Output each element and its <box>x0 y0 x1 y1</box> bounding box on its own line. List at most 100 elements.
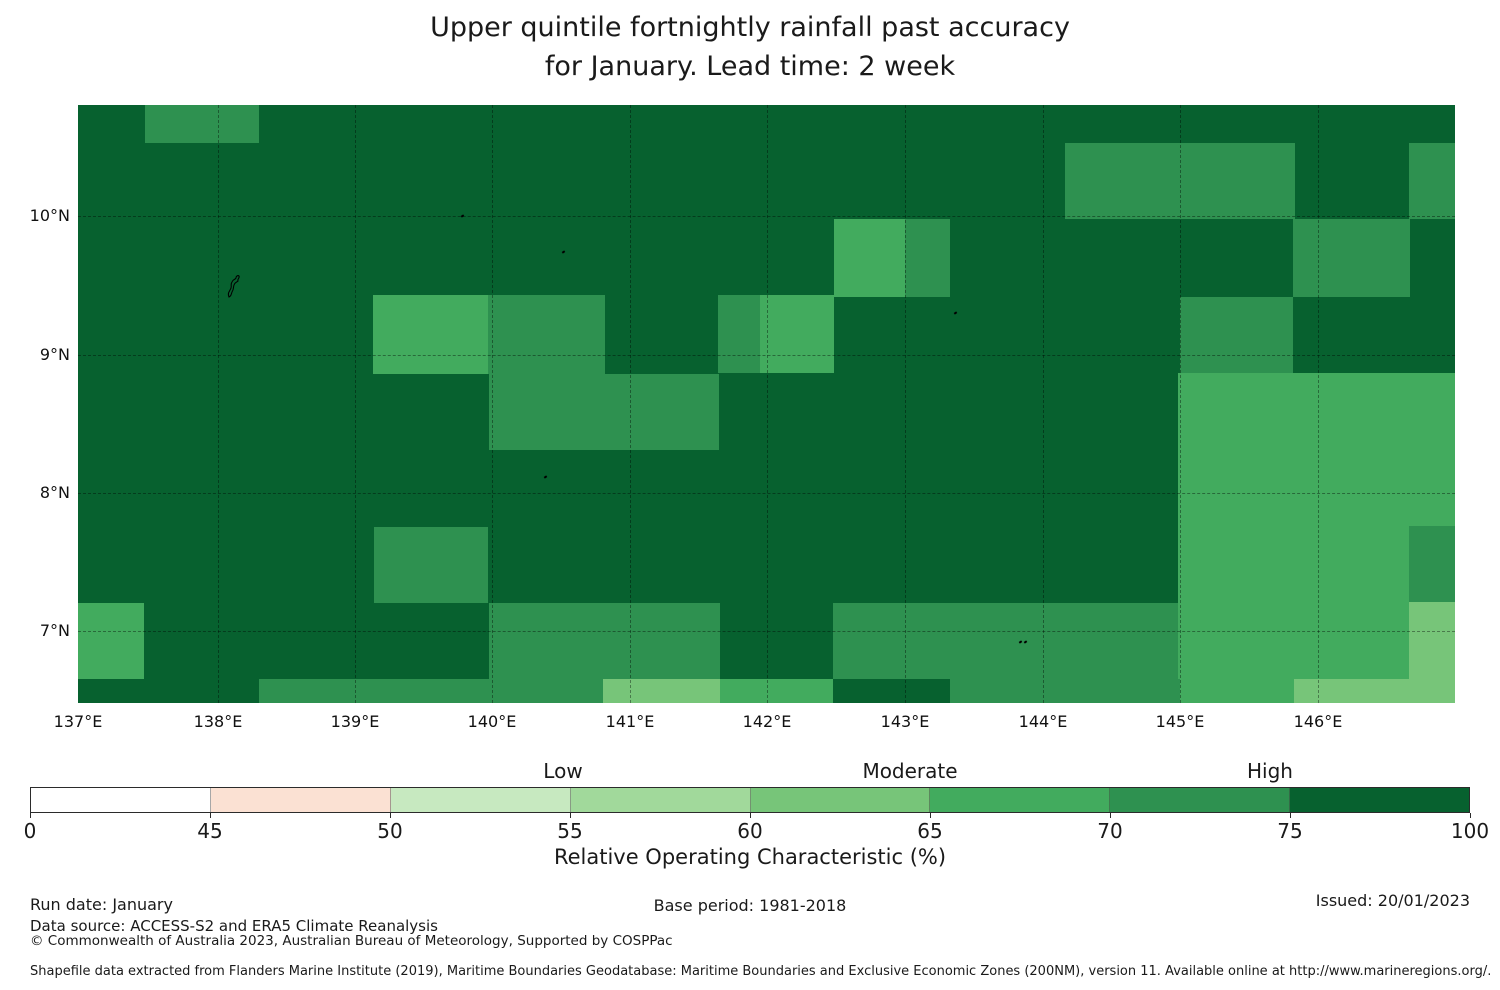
colorbar-tick-mark <box>1110 813 1111 818</box>
footer-run-date: Run date: January <box>30 895 173 914</box>
colorbar-tick-mark <box>750 813 751 818</box>
roc-cell-70-75 <box>1409 143 1455 219</box>
roc-cell-70-75 <box>718 295 760 373</box>
roc-cell-70-75 <box>374 527 488 603</box>
roc-cell-60-65 <box>1294 679 1455 703</box>
colorbar-category-low: Low <box>543 759 583 783</box>
y-tick-label: 8°N <box>39 483 70 502</box>
roc-cell-65-70 <box>1179 679 1294 703</box>
chart-title-line1: Upper quintile fortnightly rainfall past… <box>430 12 1070 43</box>
colorbar-segment-45-50 <box>210 788 391 812</box>
chart-title: Upper quintile fortnightly rainfall past… <box>0 8 1500 86</box>
colorbar-tick-label: 100 <box>1450 819 1490 843</box>
colorbar-tick-label: 45 <box>197 819 223 843</box>
map-canvas <box>78 105 1455 703</box>
roc-cell-60-65 <box>603 679 720 703</box>
colorbar-axis-label: Relative Operating Characteristic (%) <box>553 845 947 869</box>
colorbar-category-labels: Low Moderate High <box>0 759 1500 785</box>
roc-cell-70-75 <box>489 603 720 679</box>
colorbar-tick-mark <box>210 813 211 818</box>
roc-cell-70-75 <box>488 295 605 374</box>
y-tick-label: 9°N <box>39 345 70 364</box>
meridian-gridline <box>355 105 356 703</box>
colorbar-tick-label: 0 <box>23 819 37 843</box>
roc-cell-65-70 <box>720 679 833 703</box>
roc-cell-70-75 <box>489 374 719 450</box>
yap-island-outline <box>227 275 240 298</box>
colorbar <box>30 787 1470 813</box>
roc-cell-70-75 <box>259 679 603 703</box>
colorbar-segment-50-55 <box>390 788 571 812</box>
meridian-gridline <box>1318 105 1319 703</box>
footer-issued-date: Issued: 20/01/2023 <box>1315 891 1470 910</box>
roc-cell-65-70 <box>373 295 488 374</box>
roc-cell-65-70 <box>1178 602 1409 680</box>
footer-base-period: Base period: 1981-2018 <box>653 896 847 915</box>
roc-cell-65-70 <box>1178 373 1455 526</box>
roc-cell-70-75 <box>1292 219 1410 297</box>
meridian-gridline <box>767 105 768 703</box>
island-dot <box>953 311 958 315</box>
footer-shapefile-note: Shapefile data extracted from Flanders M… <box>30 964 1492 979</box>
colorbar-tick-label: 70 <box>1097 819 1123 843</box>
x-tick-label: 140°E <box>467 712 517 731</box>
colorbar-segment-70-75 <box>1110 788 1291 812</box>
roc-cell-70-75 <box>1409 526 1455 602</box>
roc-cell-70-75 <box>144 105 259 143</box>
meridian-gridline <box>1043 105 1044 703</box>
x-tick-label: 141°E <box>605 712 655 731</box>
colorbar-segment-55-60 <box>570 788 751 812</box>
chart-title-line2: for January. Lead time: 2 week <box>544 51 956 82</box>
island-dot <box>460 214 465 218</box>
parallel-gridline <box>78 216 1455 217</box>
roc-cell-70-75 <box>950 679 1180 703</box>
roc-cell-60-65 <box>1409 602 1455 680</box>
meridian-gridline <box>905 105 906 703</box>
colorbar-segment-0-45 <box>31 788 211 812</box>
roc-cell-65-70 <box>78 603 144 679</box>
parallel-gridline <box>78 493 1455 494</box>
footer-data-source: Data source: ACCESS-S2 and ERA5 Climate … <box>30 917 438 935</box>
parallel-gridline <box>78 631 1455 632</box>
y-tick-label: 10°N <box>29 206 70 225</box>
colorbar-tick-mark <box>1290 813 1291 818</box>
y-tick-label: 7°N <box>39 621 70 640</box>
colorbar-tick-label: 60 <box>737 819 763 843</box>
x-tick-label: 143°E <box>880 712 930 731</box>
roc-cell-65-70 <box>834 219 905 297</box>
colorbar-tick-mark <box>390 813 391 818</box>
x-tick-label: 142°E <box>742 712 792 731</box>
meridian-gridline <box>218 105 219 703</box>
colorbar-segment-75-100 <box>1290 788 1469 812</box>
roc-cell-70-75 <box>905 219 950 297</box>
colorbar-tick-label: 65 <box>917 819 943 843</box>
meridian-gridline <box>630 105 631 703</box>
x-tick-label: 146°E <box>1293 712 1343 731</box>
colorbar-tick-mark <box>570 813 571 818</box>
x-tick-label: 137°E <box>53 712 103 731</box>
roc-cell-70-75 <box>1179 297 1293 374</box>
parallel-gridline <box>78 355 1455 356</box>
meridian-gridline <box>1180 105 1181 703</box>
footer-copyright: © Commonwealth of Australia 2023, Austra… <box>30 933 673 949</box>
x-tick-label: 138°E <box>193 712 243 731</box>
roc-cell-65-70 <box>1178 526 1409 602</box>
colorbar-category-high: High <box>1247 759 1293 783</box>
colorbar-tick-mark <box>30 813 31 818</box>
colorbar-segment-60-65 <box>750 788 931 812</box>
colorbar-category-moderate: Moderate <box>862 759 958 783</box>
colorbar-tick-mark <box>930 813 931 818</box>
colorbar-tick-label: 75 <box>1277 819 1303 843</box>
x-tick-label: 144°E <box>1018 712 1068 731</box>
x-tick-label: 139°E <box>330 712 380 731</box>
colorbar-tick-label: 50 <box>377 819 403 843</box>
island-dot <box>561 250 566 254</box>
colorbar-tick-label: 55 <box>557 819 583 843</box>
colorbar-tick-mark <box>1470 813 1471 818</box>
roc-cell-70-75 <box>833 603 1180 679</box>
roc-cell-65-70 <box>760 295 834 373</box>
x-tick-label: 145°E <box>1155 712 1205 731</box>
roc-cell-70-75 <box>1065 143 1295 219</box>
colorbar-segment-65-70 <box>930 788 1111 812</box>
